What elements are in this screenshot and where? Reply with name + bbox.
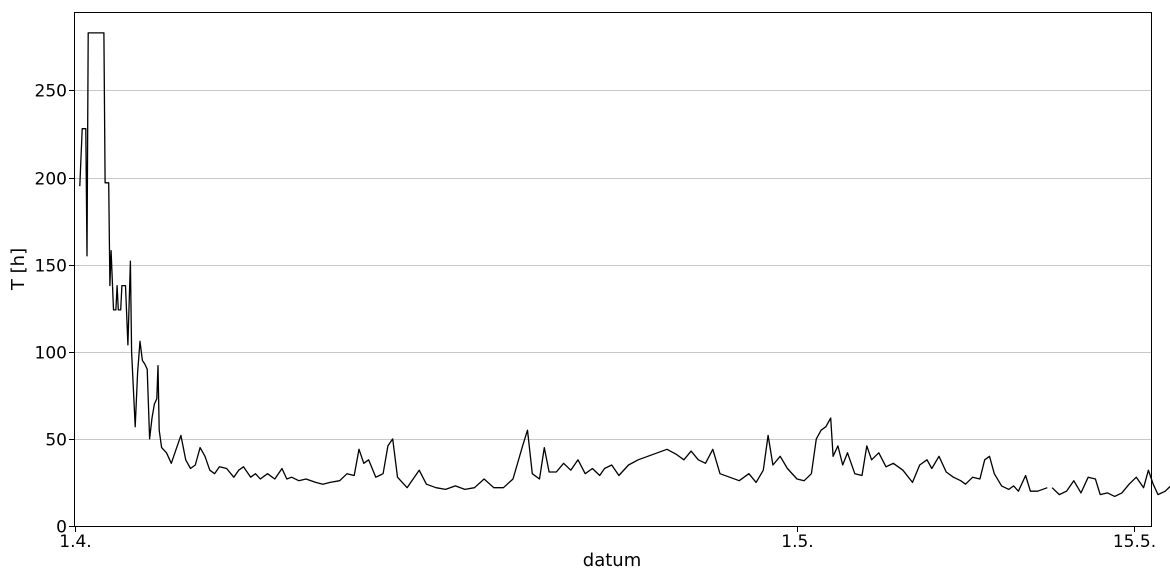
- x-axis-ticks: 1.4. 1.5. 15.5.: [59, 526, 1156, 552]
- plot-frame: [74, 12, 1152, 527]
- gridlines: [75, 90, 1151, 440]
- y-axis-label: T [h]: [8, 248, 29, 291]
- series-line: [79, 32, 1048, 492]
- x-tick-label: 15.5.: [1113, 532, 1156, 552]
- x-tick-label: 1.4.: [59, 532, 91, 552]
- x-axis-label: datum: [583, 550, 641, 568]
- y-tick-label: 250: [35, 82, 67, 102]
- y-tick-label: 0: [56, 518, 67, 538]
- y-tick-label: 200: [35, 170, 67, 190]
- series-layer: [79, 32, 1170, 498]
- y-axis-ticks: 0 50 100 150 200 250: [35, 82, 75, 538]
- y-tick-label: 150: [35, 257, 67, 277]
- x-tick-label: 1.5.: [781, 532, 813, 552]
- y-tick-label: 50: [45, 431, 67, 451]
- series-line: [1051, 469, 1170, 498]
- y-tick-label: 100: [35, 344, 67, 364]
